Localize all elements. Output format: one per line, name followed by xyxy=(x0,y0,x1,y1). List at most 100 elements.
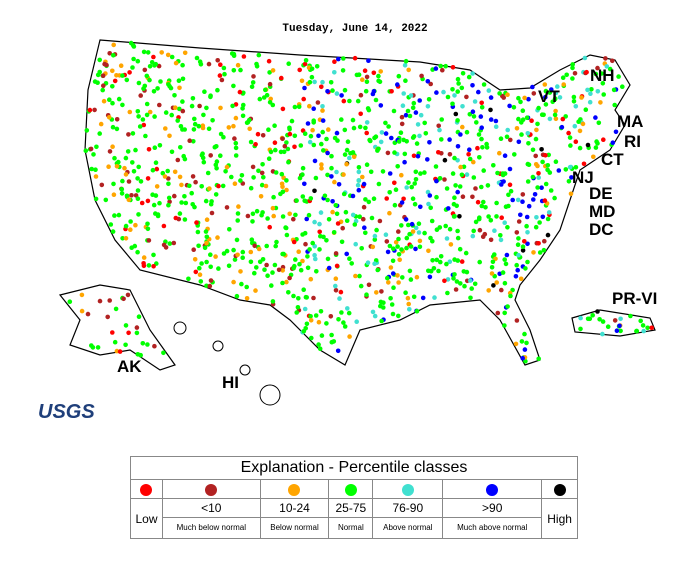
gauge-dot xyxy=(249,84,255,89)
gauge-dot xyxy=(438,63,444,69)
gauge-dot xyxy=(144,112,150,118)
gauge-dot xyxy=(645,325,650,331)
gauge-dot xyxy=(426,268,431,274)
gauge-dot xyxy=(173,60,179,66)
gauge-dot xyxy=(387,190,393,195)
legend-swatch-cell xyxy=(259,479,330,499)
gauge-dot xyxy=(353,273,358,279)
gauge-dot xyxy=(455,118,460,123)
gauge-dot xyxy=(317,247,322,252)
gauge-dot xyxy=(307,139,313,145)
gauge-dot xyxy=(453,111,459,117)
gauge-dot xyxy=(591,154,596,160)
state-label: MD xyxy=(589,202,615,221)
gauge-dot xyxy=(542,198,548,203)
gauge-dot xyxy=(146,238,152,243)
gauge-dot xyxy=(577,128,583,134)
gauge-dot xyxy=(455,76,461,82)
gauge-dot xyxy=(301,329,307,334)
gauge-dot xyxy=(407,307,412,312)
gauge-dot xyxy=(191,127,197,132)
gauge-dot xyxy=(316,319,322,325)
gauge-dot xyxy=(444,236,450,241)
gauge-dot xyxy=(406,222,411,228)
gauge-dot xyxy=(600,331,605,337)
gauge-dot xyxy=(266,58,272,64)
gauge-dot xyxy=(522,95,527,101)
gauge-dot xyxy=(599,71,604,76)
gauge-dot xyxy=(422,120,428,126)
gauge-dot xyxy=(224,248,230,254)
gauge-dot xyxy=(289,118,295,124)
gauge-dot xyxy=(481,168,487,173)
gauge-dot xyxy=(110,84,115,89)
gauge-dot xyxy=(411,294,417,300)
gauge-dot xyxy=(298,267,304,273)
gauge-dot xyxy=(649,325,654,331)
gauge-dot xyxy=(473,186,478,191)
gauge-dot xyxy=(585,87,590,93)
gauge-dot xyxy=(231,247,236,253)
gauge-dot xyxy=(376,146,381,152)
gauge-dot xyxy=(325,89,330,94)
gauge-dot xyxy=(253,142,258,147)
gauge-dot xyxy=(376,73,381,79)
gauge-dot xyxy=(434,194,439,200)
gauge-dot xyxy=(536,356,541,362)
gauge-dot xyxy=(235,211,241,216)
gauge-dot xyxy=(153,211,158,216)
gauge-dot xyxy=(522,331,527,337)
gauge-dot xyxy=(493,124,499,129)
gauge-dot xyxy=(312,188,317,194)
gauge-dot xyxy=(350,193,356,199)
gauge-dot xyxy=(319,162,324,167)
gauge-dot xyxy=(128,219,133,224)
gauge-dot xyxy=(208,153,213,158)
gauge-dot xyxy=(356,187,362,193)
gauge-dot xyxy=(363,88,369,94)
gauge-dot xyxy=(500,270,506,275)
gauge-dot xyxy=(334,169,339,175)
gauge-dot xyxy=(172,169,178,175)
gauge-dot xyxy=(152,145,158,150)
gauge-dot xyxy=(464,129,470,135)
gauge-dot xyxy=(135,249,140,255)
gauge-dot xyxy=(126,197,132,203)
gauge-dot xyxy=(218,153,223,158)
gauge-dot xyxy=(126,330,131,336)
gauge-dot xyxy=(292,144,297,150)
gauge-dot xyxy=(224,205,230,210)
gauge-dot xyxy=(111,42,116,48)
gauge-dot xyxy=(545,167,550,173)
gauge-dot xyxy=(329,165,334,171)
gauge-dot xyxy=(614,328,620,334)
gauge-dot xyxy=(401,91,407,96)
gauge-dot xyxy=(284,140,289,145)
gauge-dot xyxy=(516,219,522,224)
gauge-dot xyxy=(134,330,140,336)
gauge-dot xyxy=(112,78,118,84)
gauge-dot xyxy=(182,217,188,222)
gauge-dot xyxy=(309,74,315,80)
gauge-dot xyxy=(135,176,140,181)
gauge-dot xyxy=(378,69,384,74)
gauge-dot xyxy=(413,177,419,182)
gauge-dot xyxy=(531,250,536,255)
gauge-dot xyxy=(508,137,513,143)
gauge-dot xyxy=(303,58,309,63)
gauge-dot xyxy=(390,311,396,317)
gauge-dot xyxy=(402,63,408,68)
gauge-dot xyxy=(494,214,499,219)
gauge-dot xyxy=(322,193,328,199)
legend-label: 25-75 xyxy=(328,498,374,518)
gauge-dot xyxy=(330,209,335,215)
gauge-dot xyxy=(314,269,319,274)
gauge-dot xyxy=(470,109,476,114)
gauge-dot xyxy=(476,89,481,95)
gauge-dot xyxy=(319,166,324,171)
gauge-dot xyxy=(471,175,477,180)
gauge-dot xyxy=(145,176,151,181)
gauge-dot xyxy=(425,104,431,109)
gauge-dot xyxy=(405,295,411,301)
gauge-dot xyxy=(350,150,356,155)
